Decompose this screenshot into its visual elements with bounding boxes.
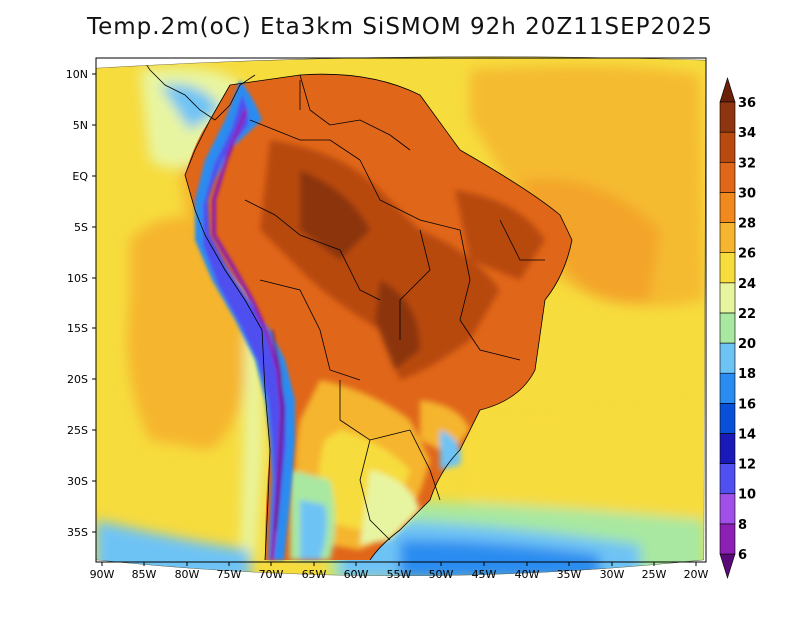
colorbar-min-arrow: [719, 553, 736, 580]
colorbar-label: 30: [738, 186, 756, 201]
colorbar-label: 34: [738, 126, 756, 141]
colorbar-label: 36: [738, 96, 756, 111]
colorbar-label: 28: [738, 217, 756, 232]
lat-tick: 10N: [66, 68, 96, 81]
colorbar: 6 8 10 12 14 16 18 20 22 24 26 28 30 32 34 36: [719, 76, 756, 580]
colorbar-segment: [719, 252, 736, 284]
lon-tick: 35W: [557, 562, 582, 581]
lon-tick-label: 40W: [515, 568, 540, 581]
lat-tick: 35S: [67, 526, 96, 539]
lat-tick: 5N: [73, 119, 96, 132]
land-temperature: [185, 74, 572, 561]
lon-tick: 85W: [132, 562, 157, 581]
latitude-axis: 10N 5N EQ 5S 10S 15S 20S 25S: [66, 68, 96, 539]
colorbar-segment: [719, 101, 736, 133]
colorbar-segment: [719, 493, 736, 525]
colorbar-label: 20: [738, 337, 756, 352]
lat-tick-label: 20S: [67, 373, 88, 386]
lat-tick: 30S: [67, 475, 96, 488]
lat-tick-label: 25S: [67, 424, 88, 437]
colorbar-segment: [719, 131, 736, 163]
lat-tick-label: 5N: [73, 119, 88, 132]
colorbar-segment: [719, 372, 736, 404]
lat-tick-label: 10N: [66, 68, 88, 81]
lon-tick-label: 30W: [600, 568, 625, 581]
lon-tick-label: 55W: [387, 568, 412, 581]
colorbar-segment: [719, 222, 736, 253]
colorbar-label: 14: [738, 427, 756, 442]
lat-tick: 10S: [67, 272, 96, 285]
lon-tick: 50W: [429, 562, 454, 581]
lon-tick-label: 80W: [175, 568, 200, 581]
lon-tick-label: 60W: [344, 568, 369, 581]
lon-tick-label: 90W: [90, 568, 115, 581]
lat-tick-label: 15S: [67, 322, 88, 335]
colorbar-label: 12: [738, 458, 756, 473]
lon-tick: 20W: [684, 562, 709, 581]
lat-tick: 25S: [67, 424, 96, 437]
lon-tick: 45W: [472, 562, 497, 581]
colorbar-label: 16: [738, 397, 756, 412]
temperature-field: [96, 56, 706, 576]
lon-tick-label: 65W: [302, 568, 327, 581]
colorbar-label: 22: [738, 307, 756, 322]
domain-outline: [96, 56, 706, 576]
colorbar-segment: [719, 161, 736, 193]
colorbar-segment: [719, 282, 736, 314]
lon-tick: 30W: [600, 562, 625, 581]
lon-tick: 25W: [642, 562, 667, 581]
colorbar-max-arrow: [719, 76, 736, 103]
colorbar-label: 32: [738, 156, 756, 171]
lon-tick: 70W: [259, 562, 284, 581]
lon-tick-label: 20W: [684, 568, 709, 581]
colorbar-label: 6: [738, 548, 747, 563]
lon-tick: 90W: [90, 562, 115, 581]
lon-tick: 65W: [302, 562, 327, 581]
colorbar-segment: [719, 433, 736, 464]
lat-tick-label: 35S: [67, 526, 88, 539]
colorbar-label: 18: [738, 367, 756, 382]
colorbar-segment: [719, 192, 736, 223]
lon-tick-label: 45W: [472, 568, 497, 581]
lon-tick: 80W: [175, 562, 200, 581]
lat-tick: 5S: [74, 221, 96, 234]
lat-tick-label: 10S: [67, 272, 88, 285]
lon-tick: 40W: [515, 562, 540, 581]
lon-tick: 55W: [387, 562, 412, 581]
colorbar-segment: [719, 342, 736, 374]
political-boundaries: [139, 56, 573, 561]
longitude-axis: 90W 85W 80W 75W 70W 65W 60W 55W 50W 45W …: [90, 562, 709, 581]
lon-tick-label: 50W: [429, 568, 454, 581]
lon-tick-label: 75W: [217, 568, 242, 581]
lon-tick-label: 25W: [642, 568, 667, 581]
plot-frame: [95, 57, 707, 563]
lon-tick-label: 35W: [557, 568, 582, 581]
colorbar-segment: [719, 403, 736, 434]
lat-tick-label: 30S: [67, 475, 88, 488]
lon-tick: 60W: [344, 562, 369, 581]
colorbar-segment: [719, 523, 736, 555]
lat-tick-label: EQ: [72, 170, 88, 183]
colorbar-label: 8: [738, 518, 747, 533]
colorbar-label: 26: [738, 247, 756, 262]
lat-tick: EQ: [72, 170, 96, 183]
lat-tick-label: 5S: [74, 221, 88, 234]
colorbar-label: 10: [738, 488, 756, 503]
lat-tick: 20S: [67, 373, 96, 386]
colorbar-label: 24: [738, 277, 756, 292]
lon-tick: 75W: [217, 562, 242, 581]
lat-tick: 15S: [67, 322, 96, 335]
colorbar-segment: [719, 463, 736, 495]
lon-tick-label: 70W: [259, 568, 284, 581]
map-title: Temp.2m(oC) Eta3km SiSMOM 92h 20Z11SEP20…: [86, 14, 714, 40]
colorbar-segment: [719, 312, 736, 344]
lon-tick-label: 85W: [132, 568, 157, 581]
